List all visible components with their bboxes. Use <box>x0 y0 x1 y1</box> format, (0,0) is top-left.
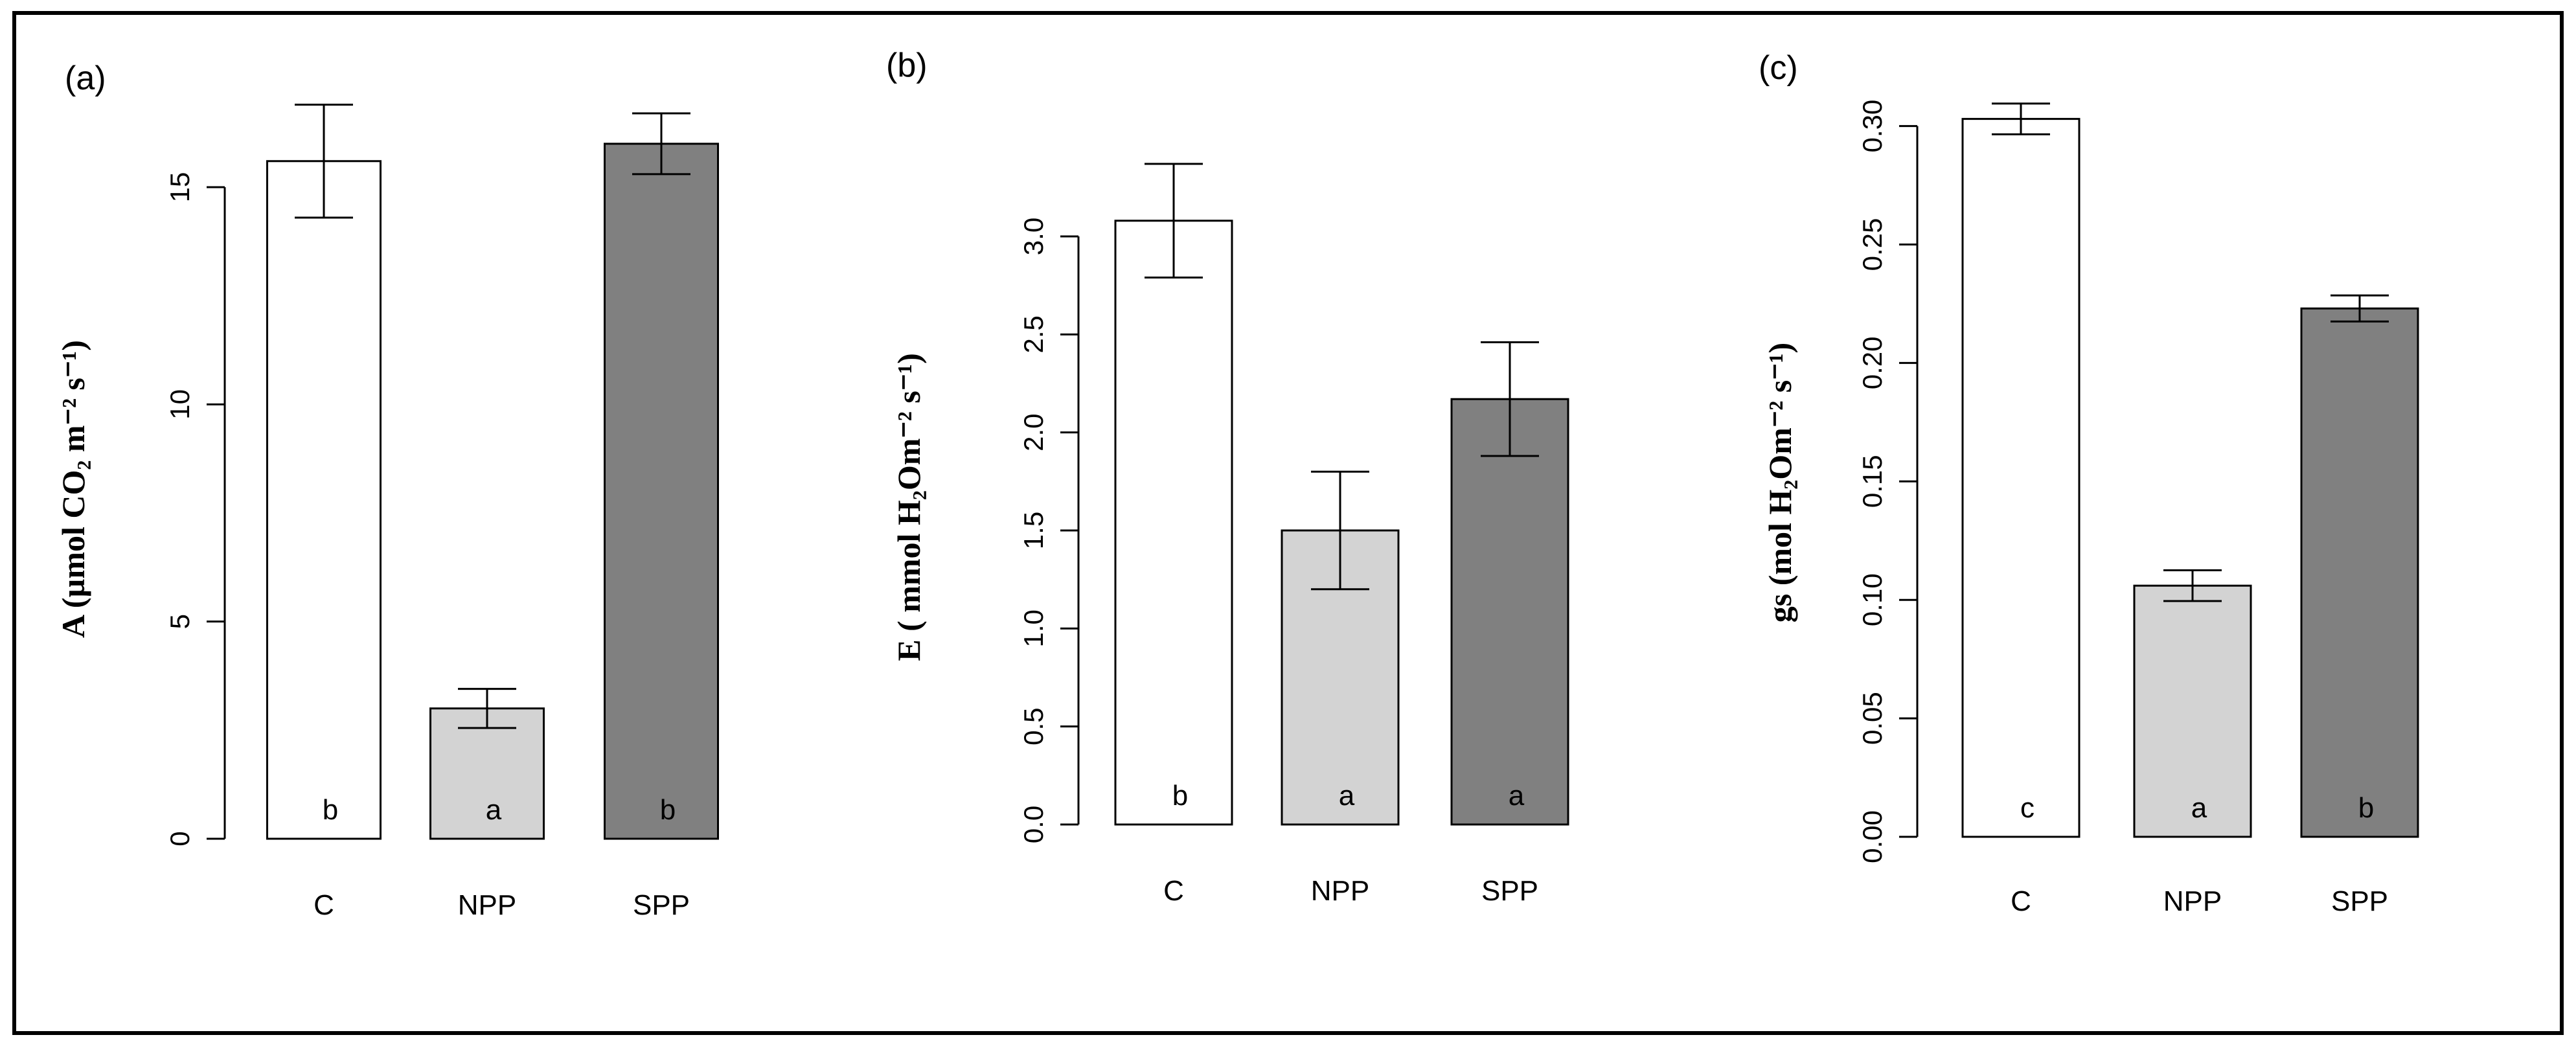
panel-label: (c) <box>1759 49 1798 87</box>
significance-letter: b <box>660 794 676 826</box>
significance-letter: b <box>1172 780 1188 812</box>
significance-letter: c <box>2020 792 2035 824</box>
significance-letter: a <box>1509 780 1525 812</box>
bar-npp <box>429 707 545 840</box>
y-tick-label: 10 <box>165 389 195 420</box>
y-tick-label: 0 <box>165 831 195 846</box>
y-tick-label: 0.0 <box>1018 806 1049 843</box>
bar-npp <box>2133 584 2252 838</box>
panel-label: (a) <box>65 60 106 97</box>
significance-letter: a <box>486 794 502 826</box>
category-label-c: C <box>313 889 334 921</box>
bar-spp <box>1450 398 1569 826</box>
y-axis-title: E ( mmol H₂Om⁻² s⁻¹) <box>891 353 927 661</box>
category-label-spp: SPP <box>1481 875 1538 907</box>
y-tick-label: 2.0 <box>1018 413 1049 451</box>
y-tick-label: 0.15 <box>1857 455 1887 508</box>
bar-c <box>266 160 382 840</box>
y-tick-label: 15 <box>165 172 195 203</box>
y-tick-label: 0.20 <box>1857 337 1887 390</box>
y-tick-label: 0.30 <box>1857 100 1887 153</box>
significance-letter: a <box>2191 792 2207 824</box>
y-tick-label: 1.0 <box>1018 609 1049 647</box>
category-label-npp: NPP <box>2163 885 2222 917</box>
category-label-npp: NPP <box>458 889 516 921</box>
significance-letter: b <box>2358 792 2374 824</box>
y-tick-label: 0.10 <box>1857 573 1887 626</box>
significance-letter: a <box>1339 780 1355 812</box>
bar-c <box>1114 220 1233 826</box>
y-tick-label: 0.00 <box>1857 810 1887 863</box>
y-tick-label: 0.5 <box>1018 707 1049 745</box>
chart-panel-2: (b) 0.0 0.5 1.0 1.5 2.0 2.5 3.0 E ( mmol H₂Om⁻² … <box>886 47 1569 907</box>
y-tick-label: 1.5 <box>1018 512 1049 549</box>
figure-frame <box>12 11 2564 1035</box>
category-label-npp: NPP <box>1311 875 1369 907</box>
chart-panel-1: (a) 0 5 10 15 A (µmol CO₂ m⁻² s⁻¹) b Ca NPP b SPP <box>55 60 719 921</box>
y-tick-label: 0.05 <box>1857 692 1887 745</box>
significance-letter: b <box>323 794 338 826</box>
y-tick-label: 5 <box>165 614 195 629</box>
y-tick-label: 3.0 <box>1018 218 1049 255</box>
bar-c <box>1961 118 2080 838</box>
y-axis-title: A (µmol CO₂ m⁻² s⁻¹) <box>55 340 91 638</box>
category-label-c: C <box>1163 875 1184 907</box>
category-label-spp: SPP <box>633 889 690 921</box>
y-tick-label: 2.5 <box>1018 315 1049 353</box>
category-label-spp: SPP <box>2331 885 2388 917</box>
y-tick-label: 0.25 <box>1857 218 1887 271</box>
chart-panel-3: (c) 0.00 0.05 0.10 0.15 0.20 0.25 0.30 gs (mol H… <box>1759 49 2419 917</box>
panel-label: (b) <box>886 47 928 84</box>
bar-spp <box>604 142 719 840</box>
y-axis-title: gs (mol H₂Om⁻² s⁻¹) <box>1762 343 1798 622</box>
bar-spp <box>2300 307 2419 838</box>
category-label-c: C <box>2011 885 2031 917</box>
